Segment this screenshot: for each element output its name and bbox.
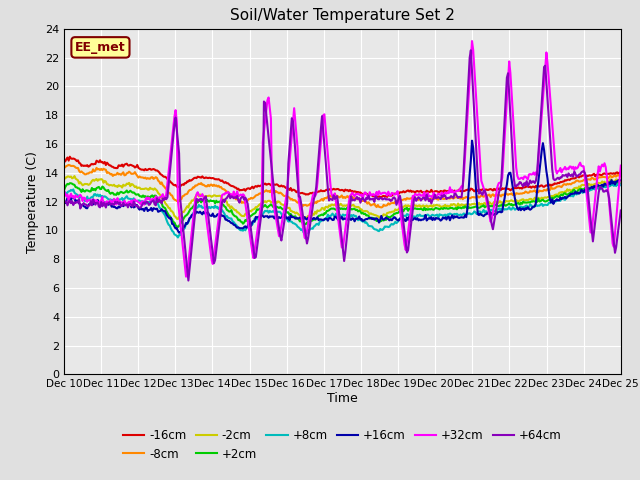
-16cm [60, 157, 68, 163]
+64cm [399, 219, 407, 225]
+2cm [470, 204, 478, 210]
-16cm [66, 154, 74, 159]
-8cm [65, 162, 72, 168]
Y-axis label: Temperature (C): Temperature (C) [26, 151, 39, 252]
+64cm [373, 195, 381, 201]
-8cm [378, 204, 385, 210]
-16cm [472, 187, 479, 193]
+16cm [373, 216, 381, 221]
+16cm [568, 191, 576, 197]
-8cm [617, 173, 625, 179]
-2cm [401, 203, 408, 209]
+8cm [470, 208, 478, 214]
Text: EE_met: EE_met [75, 41, 126, 54]
+32cm [468, 38, 476, 44]
+16cm [399, 216, 407, 221]
-2cm [374, 213, 381, 219]
+32cm [373, 189, 381, 195]
-16cm [296, 191, 304, 196]
-16cm [373, 193, 381, 199]
-16cm [234, 186, 242, 192]
+16cm [175, 230, 183, 236]
+32cm [568, 166, 576, 171]
Line: +2cm: +2cm [64, 182, 621, 227]
Line: -16cm: -16cm [64, 156, 621, 197]
Line: -2cm: -2cm [64, 176, 621, 219]
+2cm [234, 217, 242, 223]
+64cm [296, 194, 304, 200]
+32cm [399, 233, 407, 239]
+8cm [60, 192, 68, 198]
+2cm [373, 218, 381, 224]
+16cm [234, 225, 242, 230]
-16cm [401, 190, 408, 195]
-16cm [378, 194, 385, 200]
+16cm [617, 178, 625, 183]
-2cm [298, 213, 305, 218]
-8cm [373, 204, 381, 210]
+2cm [399, 208, 407, 214]
+8cm [174, 235, 182, 240]
+32cm [182, 274, 190, 279]
+64cm [234, 198, 242, 204]
-8cm [234, 198, 242, 204]
-2cm [236, 211, 243, 216]
+64cm [568, 171, 576, 177]
+2cm [174, 224, 182, 230]
X-axis label: Time: Time [327, 392, 358, 405]
+8cm [234, 225, 242, 231]
-8cm [472, 195, 479, 201]
Line: +8cm: +8cm [64, 184, 621, 238]
+8cm [296, 226, 304, 231]
+64cm [184, 277, 192, 283]
+32cm [234, 193, 242, 199]
+8cm [567, 193, 575, 199]
Line: +16cm: +16cm [64, 141, 621, 233]
+16cm [468, 138, 476, 144]
+32cm [472, 84, 479, 90]
+64cm [60, 198, 68, 204]
+64cm [472, 133, 479, 139]
+64cm [467, 48, 475, 53]
+32cm [617, 163, 625, 168]
+2cm [296, 218, 304, 224]
-8cm [296, 200, 304, 206]
Legend: -16cm, -8cm, -2cm, +2cm, +8cm, +16cm, +32cm, +64cm: -16cm, -8cm, -2cm, +2cm, +8cm, +16cm, +3… [118, 424, 566, 465]
+16cm [296, 215, 304, 220]
-2cm [70, 173, 78, 179]
Line: +32cm: +32cm [64, 41, 621, 276]
-2cm [568, 187, 576, 193]
-8cm [60, 165, 68, 171]
+64cm [617, 207, 625, 213]
-16cm [617, 170, 625, 176]
+16cm [60, 198, 68, 204]
-8cm [568, 180, 576, 186]
-2cm [60, 177, 68, 183]
+2cm [60, 188, 68, 193]
+2cm [611, 179, 619, 185]
+8cm [373, 227, 381, 233]
+32cm [60, 188, 68, 193]
Line: -8cm: -8cm [64, 165, 621, 207]
Line: +64cm: +64cm [64, 50, 621, 280]
Title: Soil/Water Temperature Set 2: Soil/Water Temperature Set 2 [230, 9, 455, 24]
-16cm [568, 176, 576, 181]
+2cm [567, 190, 575, 195]
-2cm [472, 202, 479, 207]
+8cm [617, 182, 625, 188]
-8cm [401, 196, 408, 202]
+8cm [614, 181, 621, 187]
+2cm [617, 180, 625, 186]
+8cm [399, 213, 407, 219]
+32cm [296, 205, 304, 211]
+16cm [472, 179, 479, 185]
-2cm [617, 178, 625, 183]
-2cm [174, 216, 182, 222]
